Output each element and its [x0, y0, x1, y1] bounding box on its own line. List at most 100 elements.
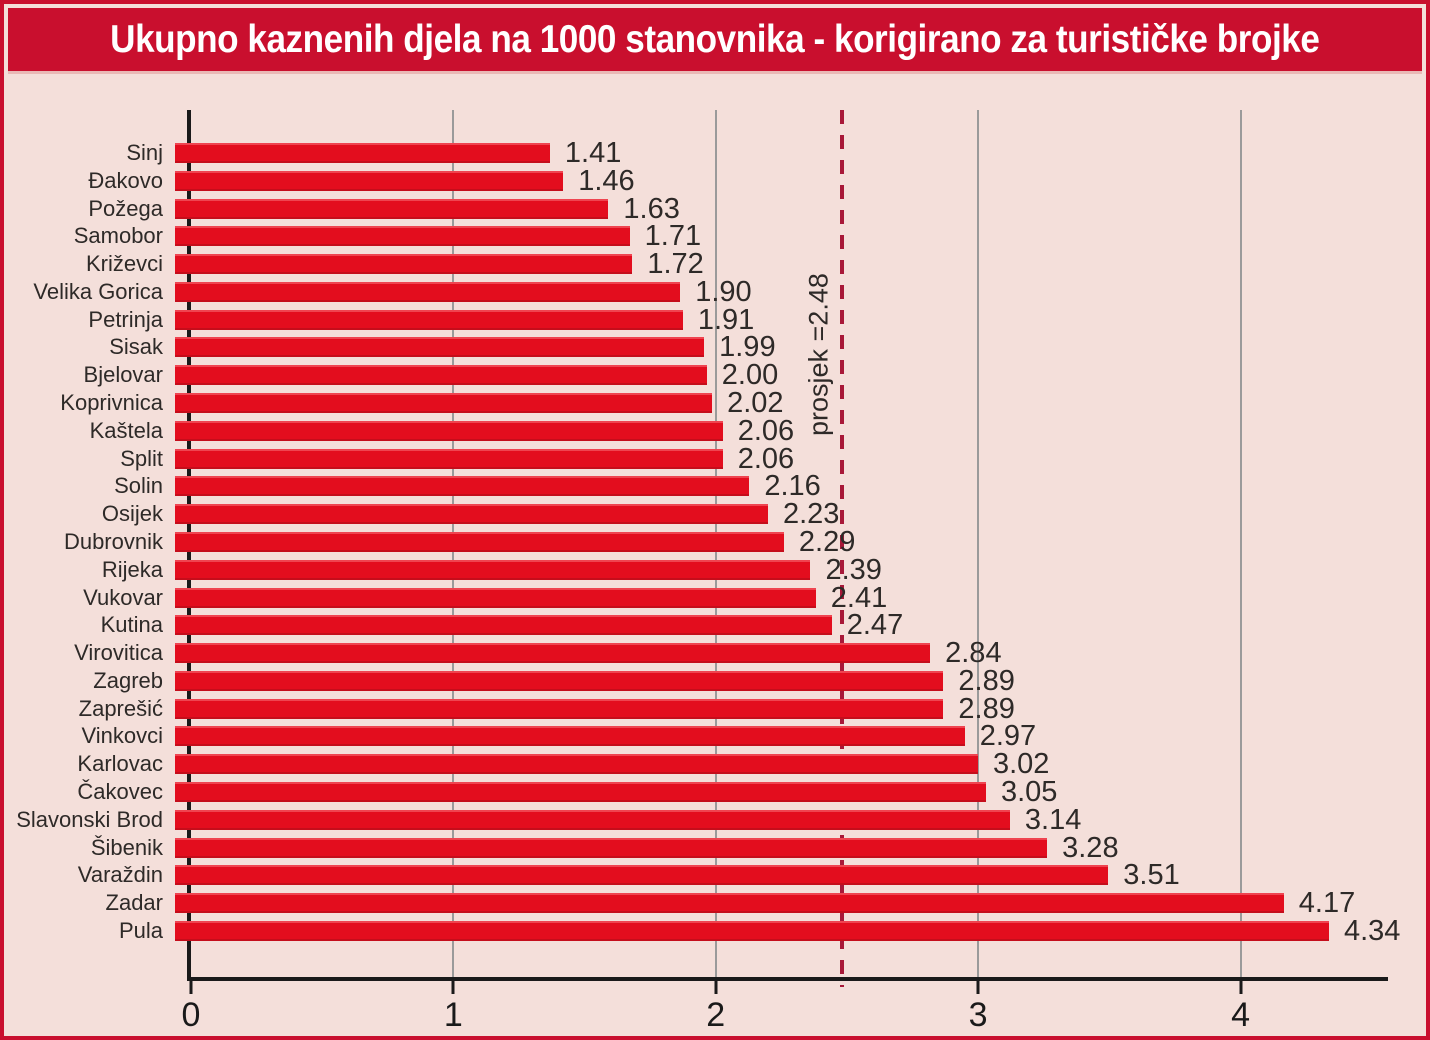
value-label: 2.06 [737, 414, 795, 447]
axis-tick-label: 1 [443, 996, 463, 1034]
bar-row: Solin 2.16 [4, 470, 1388, 503]
category-label: Đakovo [88, 167, 163, 193]
bar-track: 1.91 [175, 305, 1388, 334]
value-label: 1.46 [578, 164, 635, 197]
bar-track: 1.46 [175, 164, 1388, 197]
category-label: Koprivnica [60, 390, 163, 416]
value-label: 1.72 [647, 248, 704, 281]
value-label: 3.05 [1000, 775, 1058, 808]
bar [175, 309, 683, 330]
bar-track: 4.17 [175, 889, 1388, 918]
value-label: 2.29 [798, 525, 856, 558]
value-label: 2.97 [979, 720, 1037, 753]
bar-row: Karlovac 3.02 [4, 748, 1388, 781]
bar-row: Virovitica 2.84 [4, 639, 1388, 668]
category-label: Kaštela [89, 417, 163, 443]
axis-tick-label: 3 [968, 996, 988, 1034]
bar [175, 559, 811, 580]
value-label: 2.16 [764, 470, 821, 503]
bar [175, 476, 750, 497]
value-label: 2.89 [958, 692, 1015, 725]
value-label: 3.51 [1123, 859, 1180, 892]
category-label: Pula [118, 917, 163, 943]
category-label: Zaprešić [78, 695, 163, 721]
bar [175, 615, 832, 636]
value-label: 1.41 [564, 137, 622, 169]
bar [175, 143, 550, 163]
bar [175, 754, 978, 775]
bar-row: Kutina 2.47 [4, 609, 1388, 642]
bar [175, 281, 681, 302]
category-label: Osijek [101, 501, 163, 527]
bar [175, 809, 1010, 830]
bar-track: 3.51 [175, 859, 1388, 892]
bar [175, 531, 784, 552]
category-label: Vukovar [83, 584, 163, 610]
bar [175, 920, 1329, 941]
bar-track: 3.02 [175, 748, 1388, 781]
average-line [839, 110, 844, 987]
bar-track: 2.84 [175, 639, 1388, 668]
axis-tick [714, 981, 718, 994]
category-label: Vinkovci [81, 723, 163, 749]
category-label: Karlovac [77, 751, 163, 777]
bar-row: Čakovec 3.05 [4, 775, 1388, 808]
value-label: 3.02 [992, 748, 1050, 781]
bar [175, 670, 944, 691]
value-label: 3.28 [1062, 831, 1119, 864]
bar-track: 1.99 [175, 333, 1388, 362]
value-label: 1.71 [644, 220, 702, 253]
bar [175, 393, 713, 414]
axis-tick [1239, 981, 1243, 994]
bar [175, 893, 1284, 914]
bar-track: 3.14 [175, 803, 1388, 836]
axis-tick-label: 2 [706, 996, 726, 1034]
category-label: Slavonski Brod [16, 806, 163, 832]
category-label: Petrinja [88, 306, 163, 332]
bar-track: 2.23 [175, 498, 1388, 531]
bar-row: Bjelovar 2.00 [4, 361, 1388, 390]
value-label: 2.41 [830, 581, 888, 614]
bar [175, 254, 633, 275]
bar [175, 170, 564, 191]
value-label: 3.14 [1024, 803, 1082, 836]
bar-row: Osijek 2.23 [4, 498, 1388, 531]
bar-row: Petrinja 1.91 [4, 305, 1388, 334]
category-label: Šibenik [90, 834, 163, 860]
bar-track: 2.47 [175, 609, 1388, 642]
bar-track: 2.39 [175, 555, 1388, 584]
bar [175, 337, 705, 358]
bar [175, 865, 1109, 886]
category-label: Varaždin [77, 862, 163, 888]
bar-track: 2.89 [175, 666, 1388, 695]
category-label: Bjelovar [83, 362, 163, 388]
bar-row: Sinj 1.41 [4, 137, 1388, 169]
bar-track: 2.29 [175, 525, 1388, 558]
bar-row: Kaštela 2.06 [4, 414, 1388, 447]
value-label: 2.47 [846, 609, 904, 642]
bar [175, 726, 965, 747]
bar [175, 420, 723, 441]
bar-track: 2.89 [175, 692, 1388, 725]
value-label: 2.02 [727, 387, 784, 420]
category-label: Čakovec [77, 778, 163, 804]
bar-track: 1.90 [175, 277, 1388, 306]
bar-row: Split 2.06 [4, 442, 1388, 475]
bar-row: Samobor 1.71 [4, 220, 1388, 253]
bar-track: 1.72 [175, 248, 1388, 281]
category-label: Solin [114, 473, 163, 499]
category-label: Rijeka [101, 556, 163, 582]
bar-track: 1.63 [175, 194, 1388, 223]
axis-tick-label: 4 [1231, 996, 1250, 1034]
bar [175, 781, 986, 802]
bar-row: Zadar 4.17 [4, 889, 1388, 918]
bar-row: Slavonski Brod 3.14 [4, 803, 1388, 836]
bar [175, 198, 609, 219]
bar-track: 4.34 [175, 916, 1400, 945]
value-label: 2.06 [737, 442, 795, 475]
value-label: 2.23 [782, 498, 840, 531]
category-label: Velika Gorica [33, 278, 163, 304]
bar-track: 2.06 [175, 442, 1388, 475]
